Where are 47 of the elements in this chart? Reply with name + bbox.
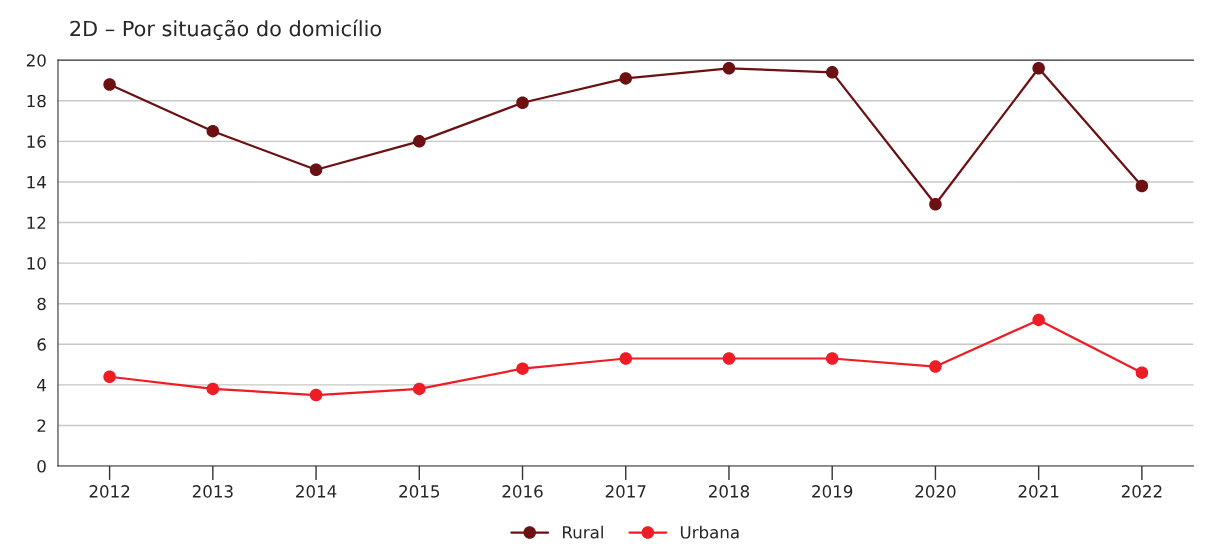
point <box>103 78 116 91</box>
y-tick-label: 0 <box>37 460 46 473</box>
point <box>825 352 839 365</box>
point <box>825 66 839 79</box>
y-tick-label: 12 <box>27 216 46 229</box>
point <box>929 360 942 373</box>
x-tick-label: 2022 <box>1121 485 1162 498</box>
y-tick-label: 2 <box>37 419 46 432</box>
x-tick-label: 2012 <box>89 485 130 498</box>
y-tick-label: 20 <box>26 54 46 67</box>
y-tick-label: 10 <box>27 257 46 270</box>
point <box>619 72 632 85</box>
x-tick-label: 2019 <box>812 485 853 498</box>
point <box>1032 62 1045 75</box>
point <box>206 382 220 396</box>
x-tick-label: 2020 <box>915 485 956 498</box>
point <box>1135 366 1149 379</box>
y-tick-label: 6 <box>37 338 46 351</box>
point <box>929 198 942 211</box>
y-tick-label: 18 <box>27 94 46 108</box>
point <box>1135 179 1149 193</box>
y-tick-label: 4 <box>37 379 46 392</box>
point <box>103 370 116 383</box>
chart-title: 2D – Por situação do domicílio <box>70 19 381 41</box>
point <box>516 96 529 110</box>
point <box>206 124 220 138</box>
y-tick-label: 16 <box>27 135 46 148</box>
point <box>309 163 323 177</box>
point <box>1032 313 1045 327</box>
point <box>309 388 323 402</box>
point <box>516 362 529 375</box>
y-tick-label: 8 <box>37 297 46 311</box>
x-tick-label: 2018 <box>708 485 750 498</box>
legend-label: Rural <box>563 525 603 539</box>
point <box>722 62 736 75</box>
x-tick-label: 2016 <box>502 485 543 498</box>
point <box>413 135 426 148</box>
x-tick-label: 2013 <box>192 485 233 498</box>
legend-label: Urbana <box>680 525 739 539</box>
point <box>619 352 632 365</box>
x-tick-label: 2014 <box>296 485 337 498</box>
x-tick-label: 2015 <box>399 485 440 498</box>
x-tick-label: 2021 <box>1018 485 1059 498</box>
point <box>413 382 426 396</box>
x-tick-label: 2017 <box>605 485 646 498</box>
y-tick-label: 14 <box>27 176 46 189</box>
point <box>722 352 736 365</box>
